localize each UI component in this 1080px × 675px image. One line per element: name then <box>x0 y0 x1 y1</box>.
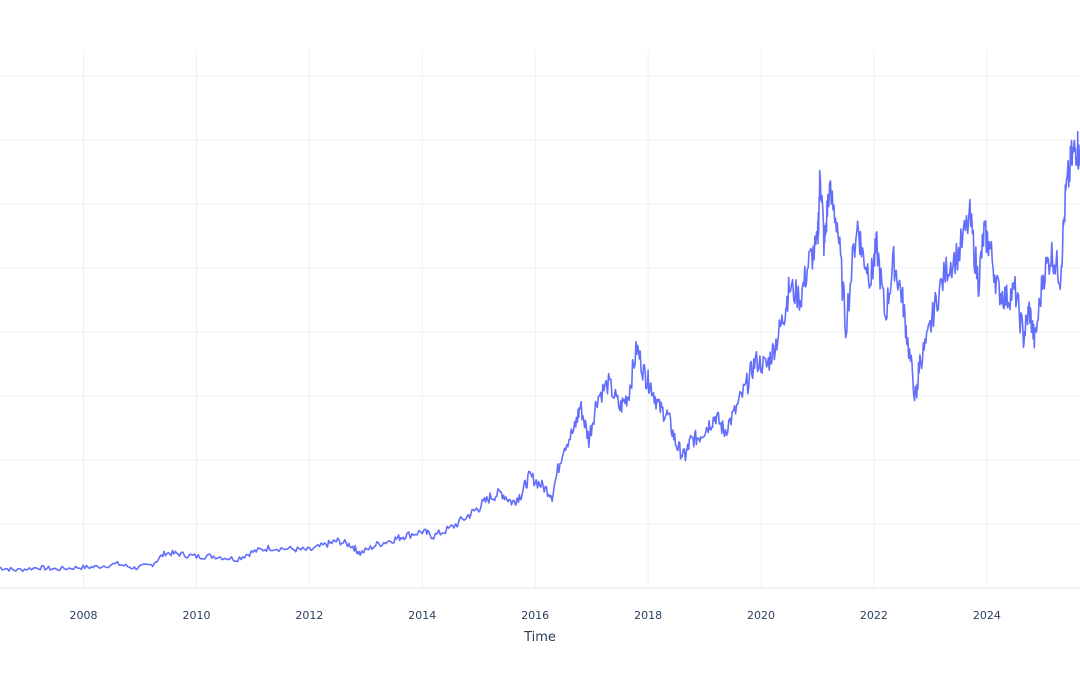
series-line <box>0 131 1080 573</box>
x-tick-label: 2020 <box>747 609 775 622</box>
x-tick-label: 2008 <box>70 609 98 622</box>
y-gridlines <box>0 75 1080 589</box>
x-tick-labels: 2008 2010 2012 2014 2016 2018 2020 2022 2024 <box>70 609 1001 622</box>
x-tick-label: 2010 <box>182 609 210 622</box>
x-tick-label: 2022 <box>860 609 888 622</box>
x-tick-label: 2024 <box>973 609 1001 622</box>
x-gridlines <box>83 50 988 588</box>
series-layer <box>0 131 1080 573</box>
x-tick-label: 2018 <box>634 609 662 622</box>
x-tick-label: 2016 <box>521 609 549 622</box>
x-tick-label: 2014 <box>408 609 436 622</box>
x-tick-label: 2012 <box>295 609 323 622</box>
x-axis-title: Time <box>523 630 556 645</box>
